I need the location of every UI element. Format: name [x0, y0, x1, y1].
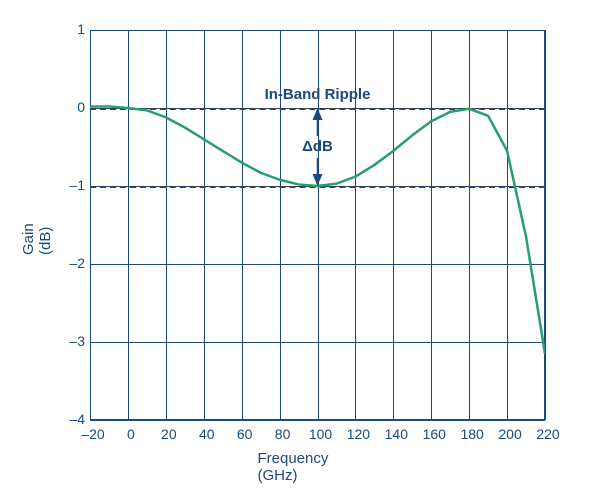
x-tick-label: 20: [154, 426, 184, 442]
x-tick-label: 80: [268, 426, 298, 442]
x-tick-label: –20: [78, 426, 108, 442]
x-tick-label: 100: [306, 426, 336, 442]
x-tick-label: 160: [419, 426, 449, 442]
x-axis-label: Frequency (GHz): [258, 450, 329, 484]
y-tick-label: –2: [60, 255, 85, 271]
x-tick-label: 60: [230, 426, 260, 442]
y-axis-label: Gain (dB): [20, 223, 54, 255]
ripple-annotation: In-Band Ripple: [263, 86, 373, 103]
x-tick-label: 0: [116, 426, 146, 442]
grid-line-horizontal: [90, 420, 545, 421]
x-tick-label: 220: [533, 426, 563, 442]
y-tick-label: –3: [60, 333, 85, 349]
x-tick-label: 140: [381, 426, 411, 442]
x-tick-label: 200: [495, 426, 525, 442]
y-tick-label: 0: [60, 99, 85, 115]
x-tick-label: 180: [457, 426, 487, 442]
grid-line-vertical: [545, 30, 546, 420]
y-tick-label: –1: [60, 177, 85, 193]
y-tick-label: –4: [60, 411, 85, 427]
delta-annotation: ΔdB: [298, 138, 338, 155]
x-tick-label: 40: [192, 426, 222, 442]
y-tick-label: 1: [60, 21, 85, 37]
x-tick-label: 120: [343, 426, 373, 442]
